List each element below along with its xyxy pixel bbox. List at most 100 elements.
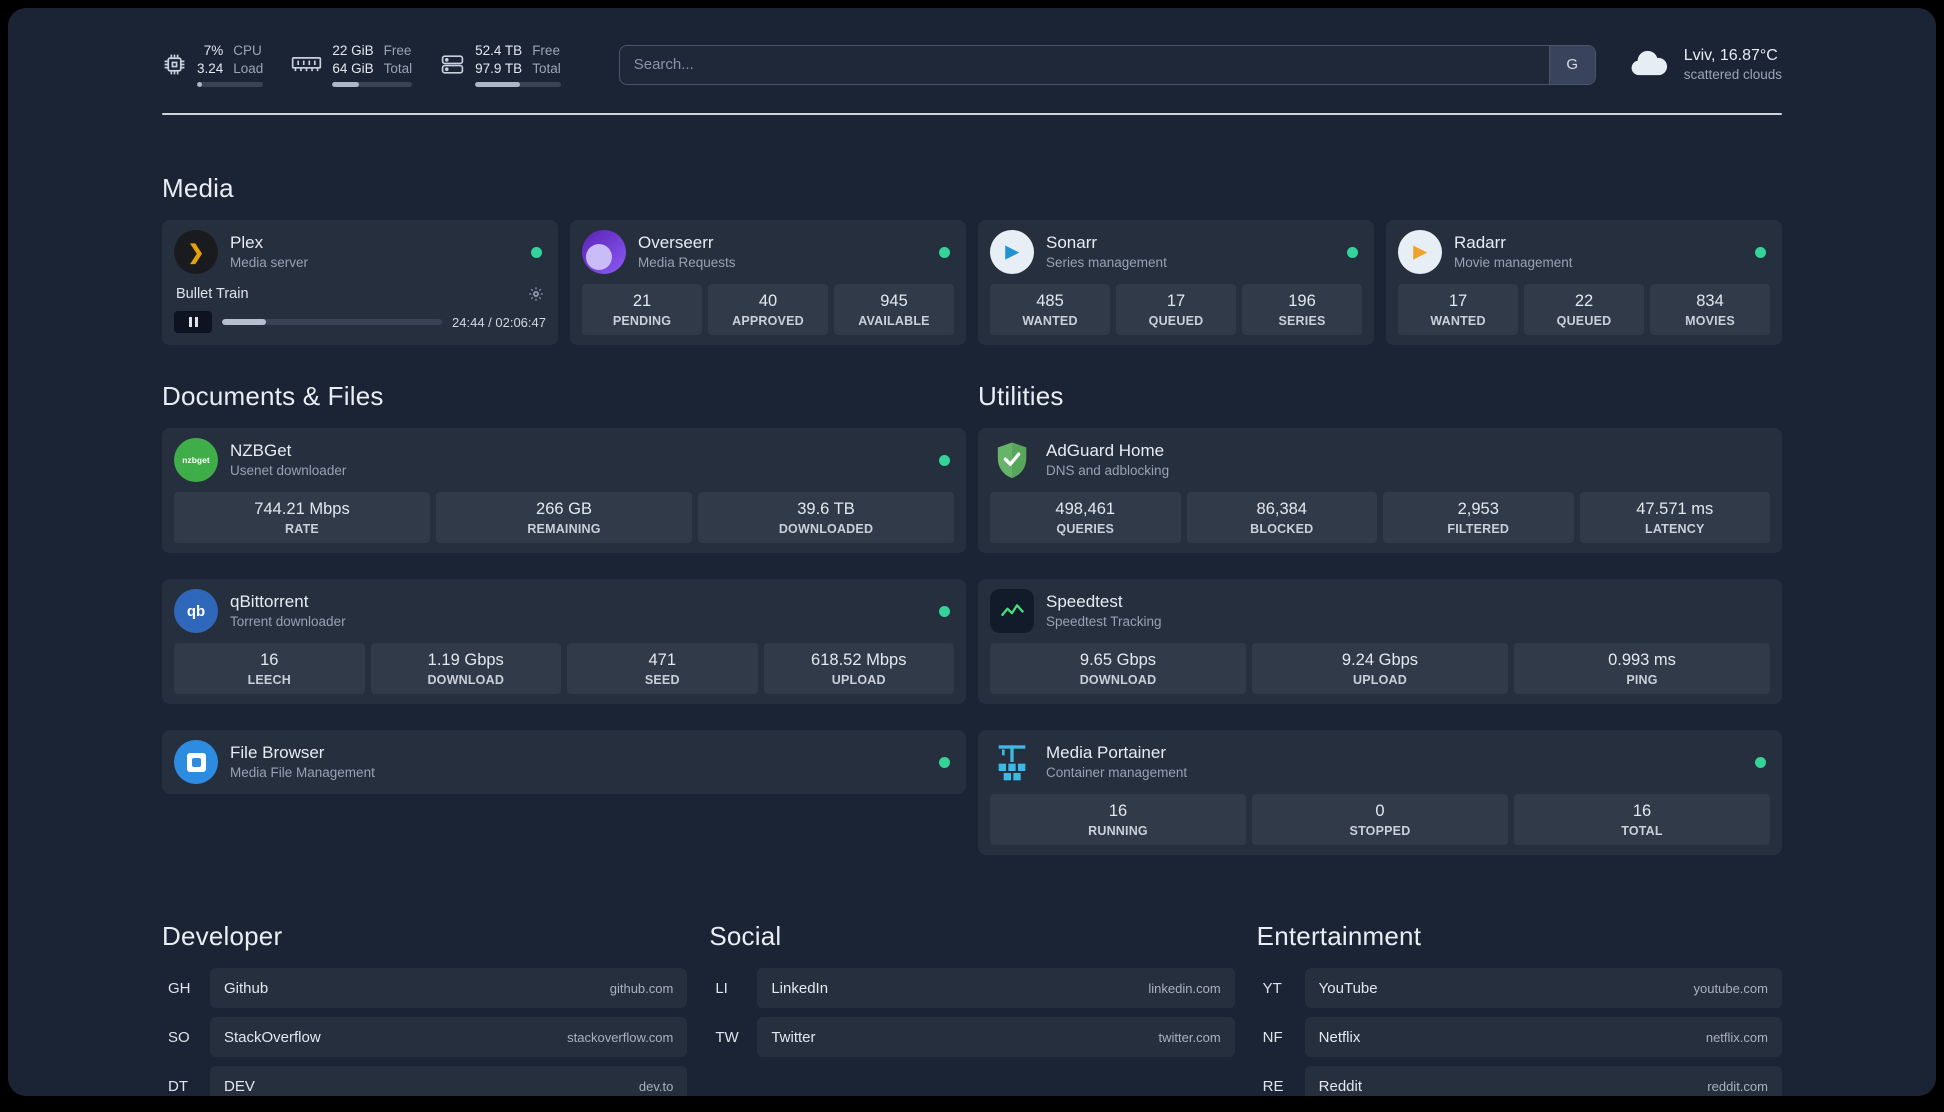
cpu-progress-bar [197,82,264,88]
status-dot [939,605,950,617]
stat-pending: 21 PENDING [582,284,702,336]
bookmark-card-github[interactable]: Github github.com [210,968,688,1009]
bookmark-abbr: YT [1262,979,1282,997]
bookmark-group-social: Social LI LinkedIn linkedin.com TW Twitt… [709,921,1235,1066]
stat-upload: 9.24 Gbps UPLOAD [1252,643,1508,695]
service-card-portainer[interactable]: Media Portainer Container management 16 R… [978,730,1782,856]
search-input[interactable] [619,45,1549,84]
search-provider-button[interactable]: G [1548,45,1595,84]
service-desc: Usenet downloader [230,463,347,479]
qbittorrent-icon: qb [174,589,218,634]
stat-download: 1.19 Gbps DOWNLOAD [370,643,561,695]
bookmark-card-stackoverflow[interactable]: StackOverflow stackoverflow.com [210,1017,688,1058]
service-desc: DNS and adblocking [1046,463,1170,479]
bookmark-card-youtube[interactable]: YouTube youtube.com [1304,968,1782,1009]
service-card-filebrowser[interactable]: File Browser Media File Management [162,730,966,795]
disk-icon [441,55,464,74]
status-dot [531,246,542,258]
bookmark-card-netflix[interactable]: Netflix netflix.com [1304,1017,1782,1058]
cpu-label: CPU [233,43,262,58]
bookmark-abbr: DT [168,1077,188,1095]
section-media: Media Plex Media server Bullet Tra [162,173,1782,346]
gear-icon[interactable] [528,286,544,302]
disk-free-value: 52.4 TB [475,43,523,58]
status-dot [939,756,950,768]
service-card-adguard[interactable]: AdGuard Home DNS and adblocking 498,461 Q… [978,428,1782,554]
bookmark-url: netflix.com [1705,1029,1768,1045]
cpu-widget: 7% 3.24 CPU Load [162,42,264,88]
stat-queued: 22 QUEUED [1524,284,1644,336]
bookmark-abbr: NF [1262,1028,1283,1046]
service-card-speedtest[interactable]: Speedtest Speedtest Tracking 9.65 Gbps DO… [978,579,1782,705]
disk-progress-bar [475,82,561,88]
bookmark-abbr: TW [715,1028,739,1046]
bookmark-card-dev[interactable]: DEV dev.to [210,1066,688,1096]
disk-total-label: Total [532,60,561,76]
bookmark-row: YT YouTube youtube.com [1257,968,1782,1009]
service-card-overseerr[interactable]: Overseerr Media Requests 21 PENDING 40 APP… [570,220,966,346]
bookmark-row: LI LinkedIn linkedin.com [709,968,1235,1009]
bookmark-row: NF Netflix netflix.com [1257,1017,1782,1058]
weather-location: Lviv, 16.87°C [1683,46,1778,64]
bookmark-abbr: LI [715,979,728,997]
stat-leech: 16 LEECH [174,643,365,695]
stat-wanted: 17 WANTED [1398,284,1518,336]
now-playing-title: Bullet Train [176,286,249,303]
section-title-media: Media [162,173,234,204]
bookmark-group-developer: Developer GH Github github.com SO StackO… [162,921,688,1096]
section-title-documents: Documents & Files [162,381,384,412]
bookmark-card-reddit[interactable]: Reddit reddit.com [1304,1066,1782,1096]
section-utilities: Utilities AdGuard Home DNS and adblockin… [978,381,1782,856]
plex-icon [174,230,218,275]
service-name: qBittorrent [230,592,309,612]
status-dot [939,454,950,466]
bookmark-name: DEV [224,1077,255,1095]
stat-approved: 40 APPROVED [708,284,828,336]
bookmark-url: github.com [609,980,674,996]
bookmark-url: stackoverflow.com [567,1029,674,1045]
memory-total-label: Total [383,60,413,76]
system-stats-group: 7% 3.24 CPU Load [162,42,589,88]
memory-progress-bar [332,82,413,88]
stat-downloaded: 39.6 TB DOWNLOADED [698,492,954,544]
section-documents-files: Documents & Files nzbget NZBGet Usenet d… [162,381,966,855]
bookmark-row: RE Reddit reddit.com [1257,1066,1782,1096]
bookmark-abbr: SO [168,1028,190,1046]
bookmark-card-twitter[interactable]: Twitter twitter.com [757,1017,1235,1058]
service-desc: Series management [1046,255,1167,271]
bookmark-card-linkedin[interactable]: LinkedIn linkedin.com [757,968,1235,1009]
bookmark-row: SO StackOverflow stackoverflow.com [162,1017,688,1058]
service-card-plex[interactable]: Plex Media server Bullet Train [162,220,558,346]
stat-seed: 471 SEED [567,643,758,695]
search-bar: G [618,44,1596,85]
service-desc: Media server [230,255,309,271]
cloud-icon [1631,50,1667,75]
bookmark-url: linkedin.com [1148,980,1221,996]
dashboard-page: 7% 3.24 CPU Load [8,8,1936,1096]
pause-button[interactable] [174,311,212,334]
service-name: File Browser [230,743,325,763]
weather-widget[interactable]: Lviv, 16.87°C scattered clouds [1626,45,1782,85]
service-name: Overseerr [638,233,714,253]
section-title-entertainment: Entertainment [1256,921,1422,952]
stat-download: 9.65 Gbps DOWNLOAD [990,643,1246,695]
playback-progress-bar[interactable] [222,319,443,326]
topbar-divider [162,113,1782,116]
service-name: AdGuard Home [1046,441,1165,461]
bookmark-name: LinkedIn [771,979,829,997]
stat-upload: 618.52 Mbps UPLOAD [763,643,954,695]
service-desc: Torrent downloader [230,614,346,630]
memory-icon [292,57,322,72]
cpu-load-label: Load [233,60,264,76]
stat-filtered: 2,953 FILTERED [1383,492,1574,544]
status-dot [1347,246,1358,258]
service-card-nzbget[interactable]: nzbget NZBGet Usenet downloader 744.21 M… [162,428,966,554]
bookmark-name: Reddit [1318,1077,1363,1095]
bookmark-name: Netflix [1318,1028,1361,1046]
stat-queued: 17 QUEUED [1116,284,1236,336]
sonarr-icon [990,230,1034,275]
service-card-qbittorrent[interactable]: qb qBittorrent Torrent downloader 16 LEEC… [162,579,966,705]
service-name: Plex [230,233,264,253]
